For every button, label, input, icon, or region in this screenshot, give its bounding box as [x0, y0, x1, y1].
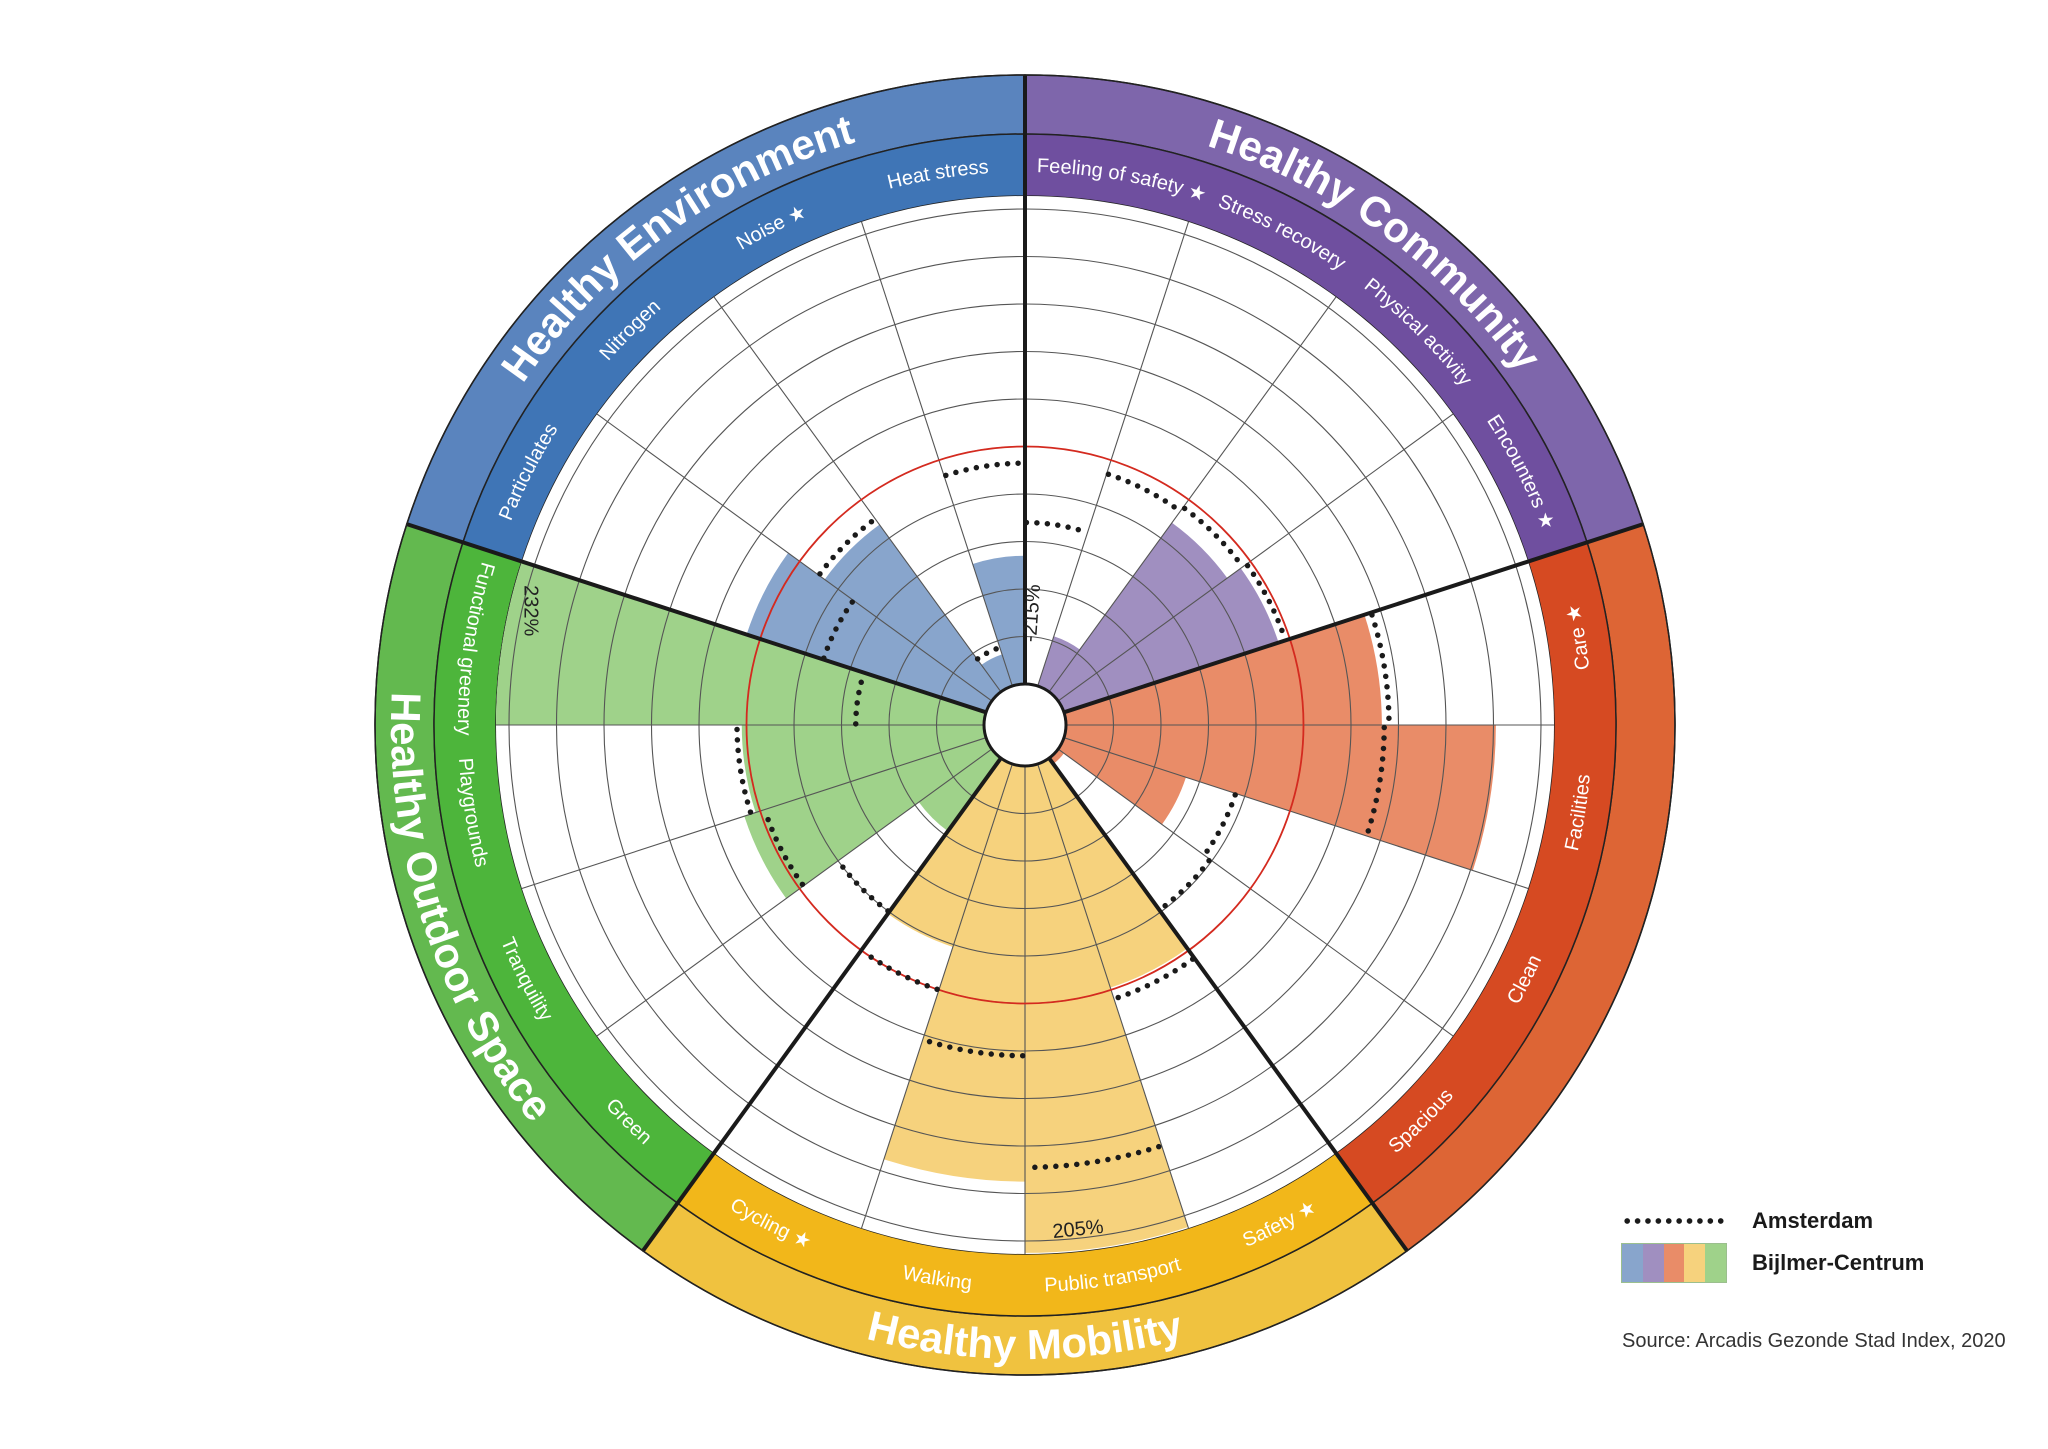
outer-edge	[374, 74, 1676, 1376]
radial-gridline	[596, 413, 993, 702]
bar-safety	[1037, 758, 1188, 988]
amsterdam-level	[922, 1037, 1026, 1059]
amsterdam-level	[1023, 519, 1089, 535]
radial-gridline	[1057, 748, 1454, 1037]
domain-divider	[406, 522, 987, 715]
swatch-segment	[1684, 1244, 1706, 1282]
amsterdam-level	[974, 645, 1003, 662]
radial-gridline	[713, 296, 1002, 693]
bar-cycling	[887, 758, 1013, 947]
amsterdam-level	[1364, 724, 1387, 837]
legend: Amsterdam Bijlmer-Centrum	[1621, 1200, 1925, 1284]
amsterdam-level	[1202, 792, 1238, 857]
radial-gridline	[861, 221, 1013, 687]
swatch-segment	[1622, 1244, 1643, 1282]
radial-gridline	[1063, 737, 1529, 889]
radial-gridline	[861, 763, 1013, 1229]
bar-encounters	[1058, 568, 1279, 713]
color-swatch	[1621, 1243, 1727, 1283]
amsterdam-level	[943, 460, 1026, 479]
bar-stress-recovery	[1037, 636, 1080, 692]
amsterdam-lines	[734, 460, 1392, 1171]
amsterdam-level	[1244, 562, 1288, 642]
bar-public-transport	[1025, 763, 1189, 1253]
legend-label-amsterdam: Amsterdam	[1752, 1208, 1874, 1233]
amsterdam-level	[1025, 1143, 1162, 1171]
legend-item-bijlmer: Bijlmer-Centrum	[1621, 1242, 1925, 1284]
amsterdam-level	[762, 808, 806, 888]
amsterdam-level	[836, 859, 891, 914]
bar-playgrounds	[741, 725, 987, 813]
domain-divider	[1047, 756, 1409, 1253]
amsterdam-level	[817, 517, 877, 577]
radial-gridline	[1048, 296, 1337, 693]
bar-green	[918, 749, 1001, 832]
value-label: -215%	[1019, 583, 1045, 642]
bar-particulates	[746, 552, 992, 713]
amsterdam-level	[853, 671, 867, 727]
star-icon: ★	[1562, 602, 1588, 629]
swatch-segment	[1663, 1244, 1685, 1282]
amsterdam-level	[1181, 505, 1245, 569]
radial-gridline	[1037, 763, 1189, 1229]
amsterdam-level	[821, 598, 856, 661]
bar-nitrogen	[824, 524, 1001, 701]
source-note: Source: Arcadis Gezonde Stad Index, 2020	[1622, 1330, 2006, 1352]
bar-functional-greenery	[496, 561, 987, 725]
legend-item-amsterdam: Amsterdam	[1622, 1200, 1924, 1242]
amsterdam-level	[1369, 612, 1392, 726]
center-hole	[982, 682, 1068, 768]
swatch-segment	[1642, 1244, 1664, 1282]
bar-heat-stress	[972, 555, 1025, 687]
legend-label-bijlmer: Bijlmer-Centrum	[1752, 1250, 1925, 1275]
bar-physical-activity	[1049, 522, 1228, 701]
bar-facilities	[1063, 725, 1496, 871]
amsterdam-level	[734, 724, 754, 815]
bar-tranquility	[744, 737, 992, 899]
amsterdam-level	[860, 948, 940, 993]
bijlmer-bars	[496, 522, 1496, 1253]
radial-gridline	[521, 737, 987, 889]
amsterdam-level	[1113, 956, 1196, 1002]
domain-divider	[1063, 522, 1644, 715]
radial-gridline	[1037, 221, 1189, 687]
amsterdam-level	[1157, 857, 1212, 912]
bar-clean	[1058, 737, 1186, 825]
radial-gridline	[596, 748, 993, 1037]
amsterdam-level	[1105, 471, 1182, 513]
swatch-segment	[1705, 1244, 1726, 1282]
dotted-line-swatch	[1622, 1218, 1726, 1224]
value-label: 232%	[520, 585, 542, 636]
domain-divider	[641, 756, 1003, 1253]
bar-walking	[883, 763, 1025, 1182]
label-bands	[374, 74, 1676, 1376]
value-label: 205%	[1051, 1216, 1104, 1243]
radial-gridline	[1057, 413, 1454, 702]
